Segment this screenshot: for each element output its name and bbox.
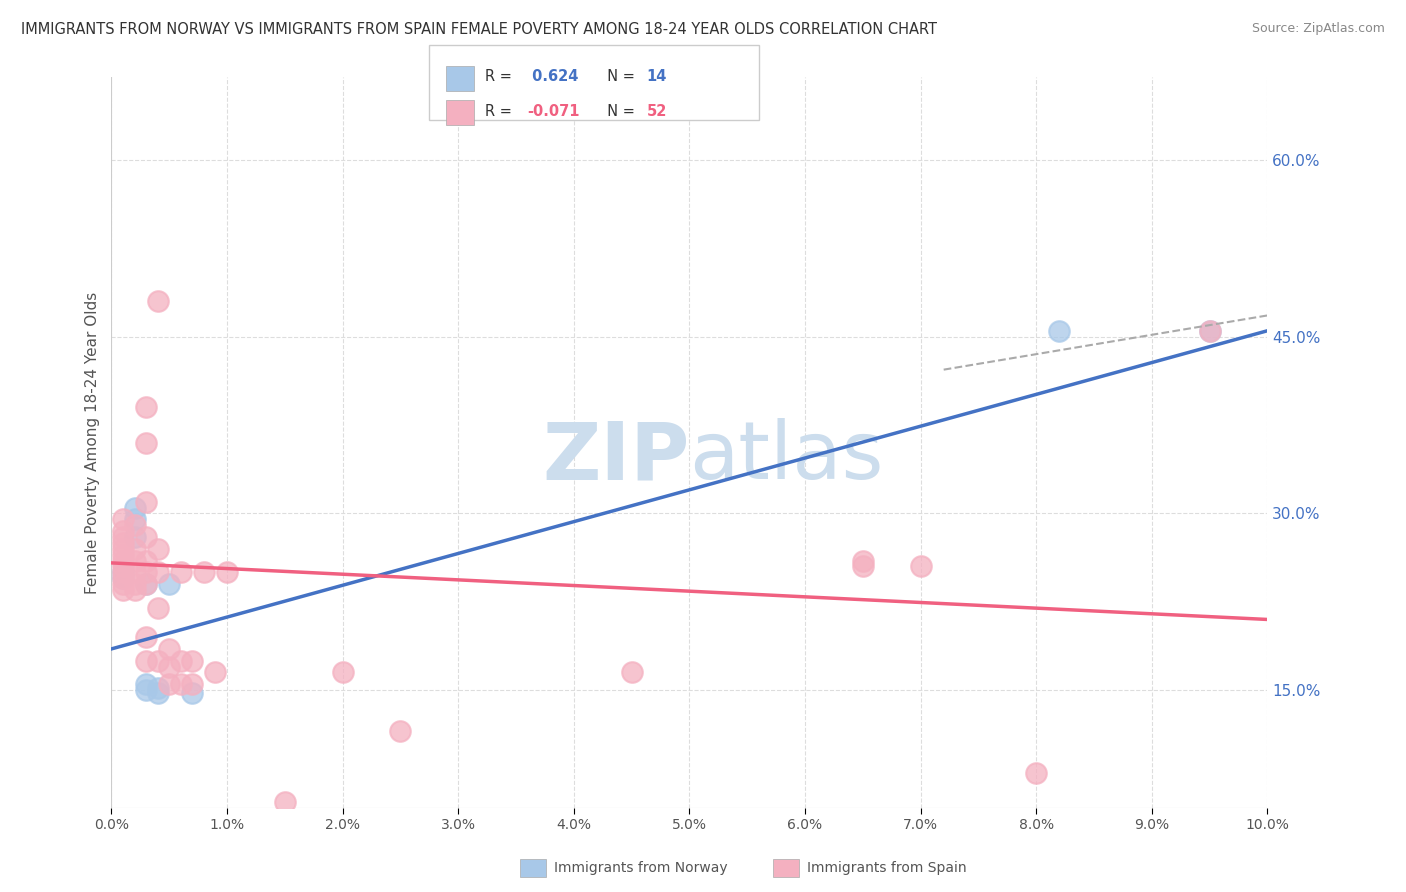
Point: [1025, 765, 1047, 780]
Point: [135, 401, 157, 415]
Point: [1198, 324, 1220, 338]
Point: [146, 294, 169, 309]
Point: [910, 559, 932, 574]
Point: [111, 582, 134, 597]
Point: [170, 566, 193, 580]
Point: [135, 677, 157, 691]
Text: 52: 52: [647, 103, 666, 119]
Point: [135, 494, 157, 508]
Y-axis label: Female Poverty Among 18-24 Year Olds: Female Poverty Among 18-24 Year Olds: [86, 292, 100, 594]
Point: [170, 677, 193, 691]
Point: [146, 566, 169, 580]
Point: [157, 659, 180, 673]
Point: [332, 665, 354, 680]
Point: [181, 677, 204, 691]
Point: [193, 566, 215, 580]
Point: [124, 566, 146, 580]
Text: N =: N =: [598, 103, 640, 119]
Point: [111, 566, 134, 580]
Point: [111, 566, 134, 580]
Point: [111, 512, 134, 526]
Point: [146, 681, 169, 695]
Point: [111, 559, 134, 574]
Point: [135, 630, 157, 644]
Point: [111, 524, 134, 538]
Point: [135, 530, 157, 544]
Point: [111, 530, 134, 544]
Text: 0.624: 0.624: [527, 70, 579, 85]
Point: [124, 500, 146, 515]
Point: [1047, 324, 1070, 338]
Text: Source: ZipAtlas.com: Source: ZipAtlas.com: [1251, 22, 1385, 36]
Point: [111, 571, 134, 585]
Text: Immigrants from Norway: Immigrants from Norway: [554, 861, 727, 875]
Point: [135, 566, 157, 580]
Text: N =: N =: [598, 70, 640, 85]
Point: [111, 548, 134, 562]
Point: [124, 512, 146, 526]
Point: [620, 665, 643, 680]
Point: [111, 553, 134, 567]
Point: [852, 559, 875, 574]
Point: [135, 577, 157, 591]
Point: [124, 553, 146, 567]
Point: [215, 566, 238, 580]
Point: [111, 541, 134, 556]
Text: R =: R =: [485, 70, 516, 85]
Point: [124, 582, 146, 597]
Point: [181, 685, 204, 699]
Point: [146, 685, 169, 699]
Text: ZIP: ZIP: [543, 418, 689, 496]
Point: [111, 577, 134, 591]
Point: [274, 795, 297, 809]
Point: [170, 654, 193, 668]
Point: [124, 530, 146, 544]
Point: [181, 654, 204, 668]
Point: [146, 600, 169, 615]
Point: [124, 577, 146, 591]
Text: IMMIGRANTS FROM NORWAY VS IMMIGRANTS FROM SPAIN FEMALE POVERTY AMONG 18-24 YEAR : IMMIGRANTS FROM NORWAY VS IMMIGRANTS FRO…: [21, 22, 936, 37]
Point: [111, 536, 134, 550]
Text: 14: 14: [647, 70, 666, 85]
Text: Immigrants from Spain: Immigrants from Spain: [807, 861, 967, 875]
Point: [124, 541, 146, 556]
Point: [146, 541, 169, 556]
Point: [135, 577, 157, 591]
Text: R =: R =: [485, 103, 516, 119]
Point: [204, 665, 226, 680]
Point: [135, 553, 157, 567]
Point: [157, 677, 180, 691]
Point: [389, 724, 412, 739]
Point: [146, 654, 169, 668]
Point: [852, 553, 875, 567]
Point: [124, 518, 146, 533]
Point: [157, 577, 180, 591]
Text: atlas: atlas: [689, 418, 884, 496]
Point: [157, 641, 180, 656]
Point: [135, 435, 157, 450]
Point: [1198, 324, 1220, 338]
Point: [111, 571, 134, 585]
Text: -0.071: -0.071: [527, 103, 579, 119]
Point: [135, 683, 157, 698]
Point: [135, 654, 157, 668]
